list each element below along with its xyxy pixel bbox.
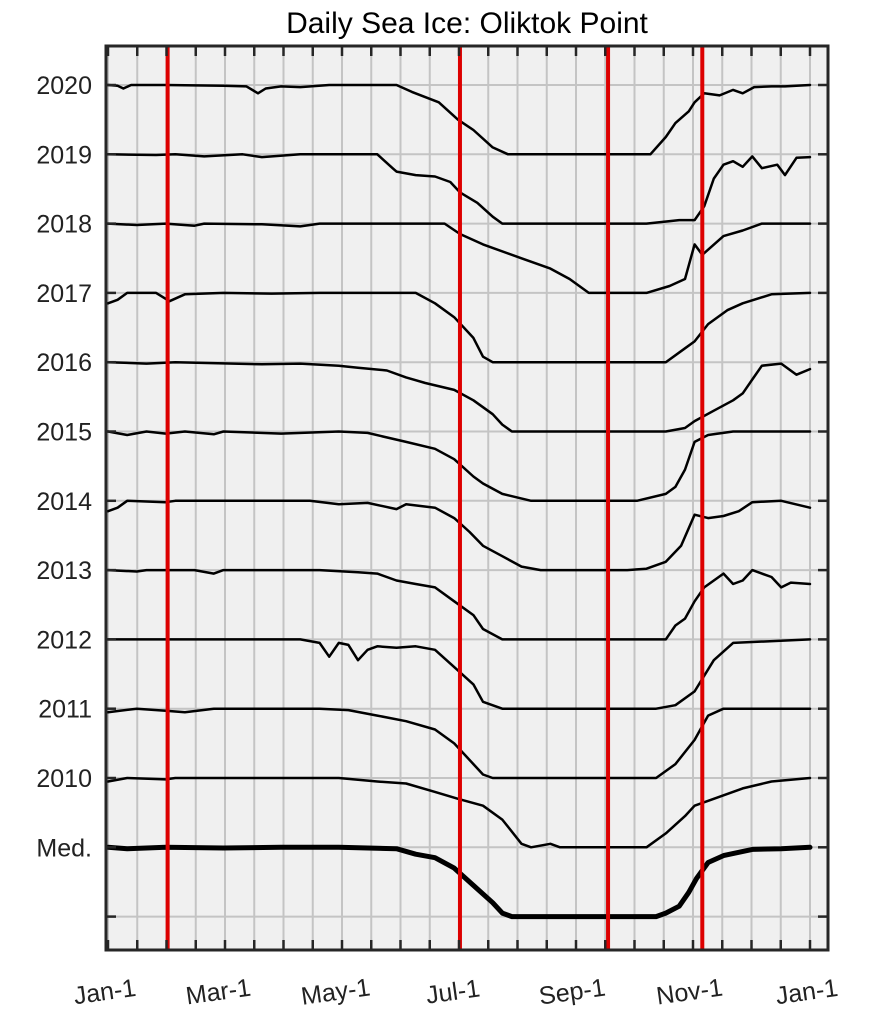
y-tick-label: 2015 [36, 419, 92, 447]
y-tick-label: 2013 [36, 557, 92, 585]
y-tick-label: Med. [36, 834, 92, 862]
y-tick-label: 2020 [36, 72, 92, 100]
y-tick-label: 2010 [36, 765, 92, 793]
y-tick-label: 2018 [36, 211, 92, 239]
plot-area [106, 46, 828, 950]
series-line-2012 [106, 638, 812, 710]
x-tick-label: May-1 [299, 973, 372, 1010]
x-tick-labels: Jan-1 Mar-1 May-1 Jul-1 Sep-1 Nov-1 Jan-1 [72, 973, 840, 1010]
tick-marks [106, 46, 828, 950]
y-tick-label: 2019 [36, 141, 92, 169]
vertical-markers [165, 46, 705, 950]
x-tick-label: Sep-1 [537, 974, 607, 1011]
x-tick-label: Jan-1 [72, 974, 138, 1010]
series-line-2020 [106, 83, 812, 156]
x-tick-label: Jul-1 [424, 974, 482, 1009]
series-line-med [105, 844, 813, 920]
series-lines [105, 83, 813, 920]
y-tick-label: 2017 [36, 280, 92, 308]
y-tick-labels: 2020 2019 2018 2017 2016 2015 2014 2013 2012 2011… [36, 72, 92, 862]
series-line-2018 [106, 222, 812, 295]
series-line-2014 [106, 499, 812, 572]
series-line-2013 [106, 568, 812, 641]
chart-title: Daily Sea Ice: Oliktok Point [286, 7, 648, 40]
y-tick-label: 2012 [36, 626, 92, 654]
x-tick-label: Nov-1 [655, 974, 725, 1011]
x-tick-label: Jan-1 [774, 974, 840, 1010]
series-line-2019 [106, 153, 812, 225]
plot-frame [104, 44, 830, 952]
series-line-2011 [106, 707, 812, 780]
x-tick-label: Mar-1 [184, 974, 253, 1011]
series-line-2016 [106, 360, 812, 433]
series-line-2017 [106, 291, 812, 364]
y-tick-label: 2014 [36, 488, 92, 516]
y-tick-label: 2011 [38, 696, 92, 724]
series-line-2015 [106, 430, 812, 503]
y-tick-label: 2016 [36, 349, 92, 377]
